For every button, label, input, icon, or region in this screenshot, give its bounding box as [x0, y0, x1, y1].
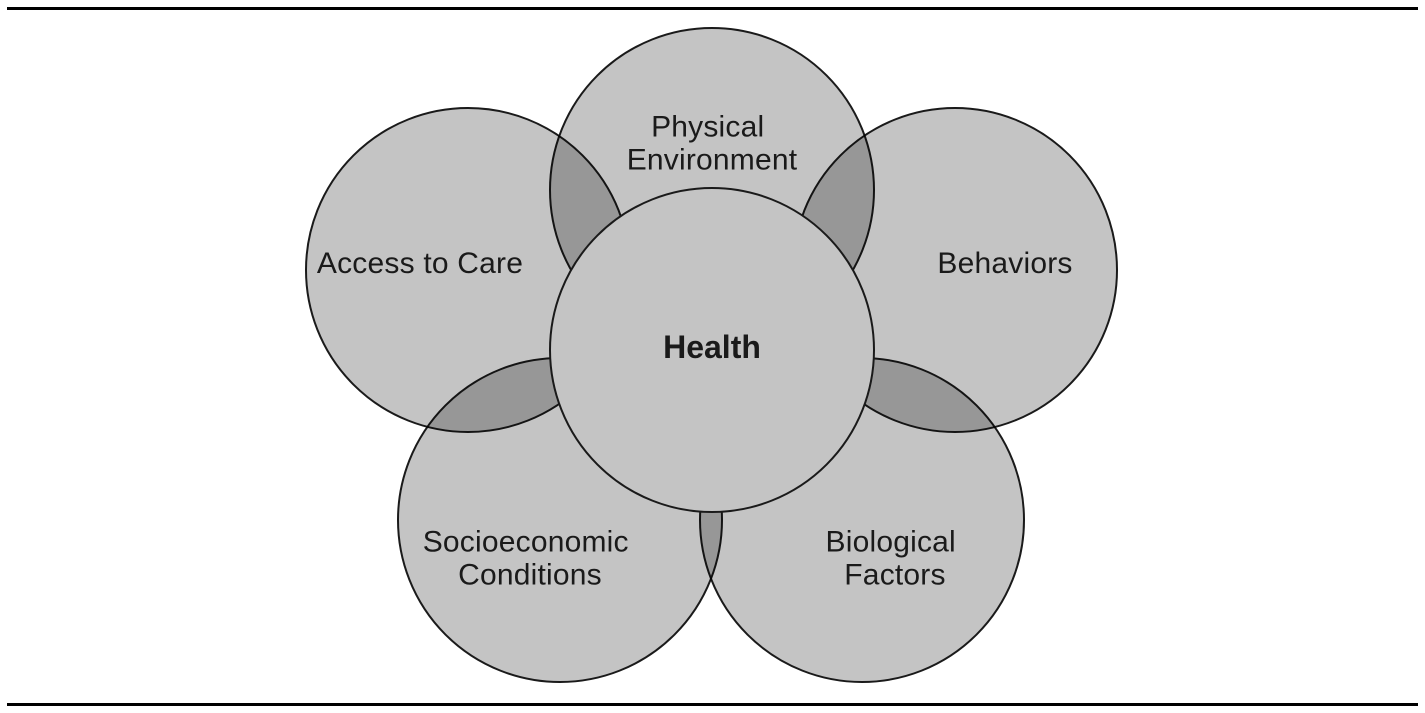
center-label: Health [663, 329, 761, 365]
label-biological-factors-line2: Factors [844, 558, 945, 591]
label-socioeconomic-conditions-line1: Socioeconomic [423, 525, 629, 558]
health-determinants-diagram: Physical Environment Behaviors Biologica… [7, 10, 1418, 703]
label-access-to-care: Access to Care [317, 247, 523, 280]
label-socioeconomic-conditions-line2: Conditions [458, 558, 602, 591]
label-biological-factors: Biological Factors [826, 525, 965, 591]
diagram-frame: Physical Environment Behaviors Biologica… [7, 7, 1418, 706]
label-physical-environment-line2: Environment [627, 143, 798, 176]
center-label-text: Health [663, 329, 761, 365]
label-behaviors: Behaviors [937, 247, 1072, 280]
label-physical-environment: Physical Environment [627, 110, 798, 176]
label-behaviors-line1: Behaviors [937, 247, 1072, 280]
label-biological-factors-line1: Biological [826, 525, 956, 558]
label-access-to-care-line1: Access to Care [317, 247, 523, 280]
label-physical-environment-line1: Physical [651, 110, 764, 143]
